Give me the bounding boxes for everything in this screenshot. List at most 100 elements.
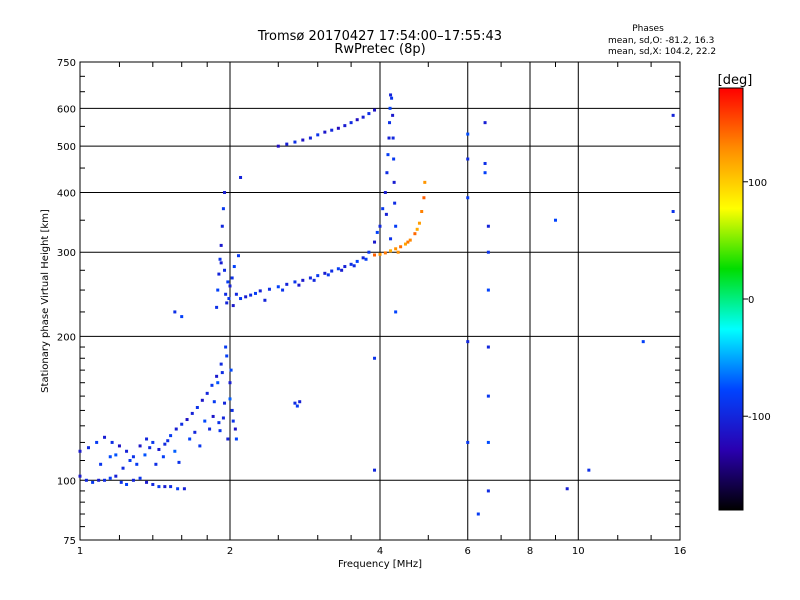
x-axis-label: Frequency [MHz] <box>338 559 422 570</box>
data-point <box>138 476 142 480</box>
data-point <box>99 462 103 466</box>
data-point <box>169 485 173 489</box>
data-point <box>281 288 285 292</box>
x-tick-label: 2 <box>227 546 233 557</box>
data-point <box>394 247 398 251</box>
data-point <box>383 251 387 255</box>
data-point <box>295 404 299 408</box>
data-point <box>378 252 382 256</box>
data-point <box>389 93 393 97</box>
data-point <box>587 468 591 472</box>
data-point <box>225 301 229 305</box>
data-point <box>276 144 280 148</box>
data-point <box>323 130 327 134</box>
data-point <box>408 238 412 242</box>
data-point <box>403 242 407 246</box>
data-point <box>193 430 197 434</box>
data-point <box>340 268 344 272</box>
data-point <box>219 362 223 366</box>
data-point <box>110 440 114 444</box>
minor-ticks <box>80 62 680 540</box>
data-point <box>224 292 228 296</box>
data-point <box>145 437 149 441</box>
data-point <box>174 427 178 431</box>
data-point <box>349 262 353 266</box>
data-point <box>389 249 393 253</box>
data-point <box>343 265 347 269</box>
data-point <box>117 444 121 448</box>
data-point <box>188 437 192 441</box>
data-point <box>373 240 377 244</box>
data-point <box>483 121 487 125</box>
data-point <box>233 427 237 431</box>
data-point <box>385 171 389 175</box>
data-point <box>297 283 301 287</box>
data-point <box>323 271 327 275</box>
data-point <box>476 512 480 516</box>
y-tick-label: 400 <box>57 188 76 199</box>
data-point <box>125 482 129 486</box>
data-point <box>486 489 490 493</box>
data-point <box>157 447 161 451</box>
data-point <box>195 405 199 409</box>
x-tick-label: 8 <box>527 546 533 557</box>
data-point <box>375 230 379 234</box>
data-point <box>216 288 220 292</box>
data-point <box>244 295 248 299</box>
data-point <box>486 224 490 228</box>
data-point <box>486 288 490 292</box>
data-point <box>486 394 490 398</box>
colorbar <box>718 87 744 511</box>
data-point <box>553 218 557 222</box>
data-point <box>95 440 99 444</box>
data-point <box>231 419 235 423</box>
data-point <box>373 253 377 257</box>
data-point <box>326 273 330 277</box>
grid-lines <box>80 62 680 540</box>
data-point <box>336 126 340 130</box>
data-point <box>316 274 320 278</box>
data-point <box>234 292 238 296</box>
data-point <box>223 190 227 194</box>
data-point <box>180 422 184 426</box>
y-tick-label: 300 <box>57 248 76 259</box>
data-point <box>163 485 167 489</box>
data-point <box>190 411 194 415</box>
data-point <box>483 161 487 165</box>
data-point <box>217 272 221 276</box>
x-tick-label: 6 <box>465 546 471 557</box>
x-tick-label: 10 <box>572 546 585 557</box>
data-point <box>239 297 243 301</box>
data-point <box>308 136 312 140</box>
y-tick-labels: 75 100 200 300 400 500 600 750 <box>57 58 76 547</box>
data-point <box>216 381 220 385</box>
data-point <box>373 108 377 112</box>
y-tick-label: 750 <box>57 58 76 69</box>
data-point <box>378 224 382 228</box>
y-tick-label: 75 <box>63 536 76 547</box>
data-point <box>393 201 397 205</box>
colorbar-tick-label: -100 <box>748 412 771 423</box>
data-point <box>103 435 107 439</box>
data-point <box>173 449 177 453</box>
data-point <box>228 397 232 401</box>
data-point <box>373 468 377 472</box>
data-point <box>355 118 359 122</box>
data-point <box>466 440 470 444</box>
data-point <box>330 128 334 132</box>
data-point <box>276 285 280 289</box>
data-point <box>486 440 490 444</box>
y-tick-label: 200 <box>57 332 76 343</box>
data-point <box>671 210 675 214</box>
data-point <box>176 487 180 491</box>
data-point <box>336 267 340 271</box>
data-point <box>219 261 223 265</box>
data-point <box>330 269 334 273</box>
x-tick-label: 16 <box>674 546 687 557</box>
data-point <box>208 427 212 431</box>
data-point <box>389 237 393 241</box>
x-tick-label: 4 <box>377 546 383 557</box>
colorbar-tick-label: 100 <box>748 178 767 189</box>
data-point <box>390 96 394 100</box>
data-point <box>230 408 234 412</box>
